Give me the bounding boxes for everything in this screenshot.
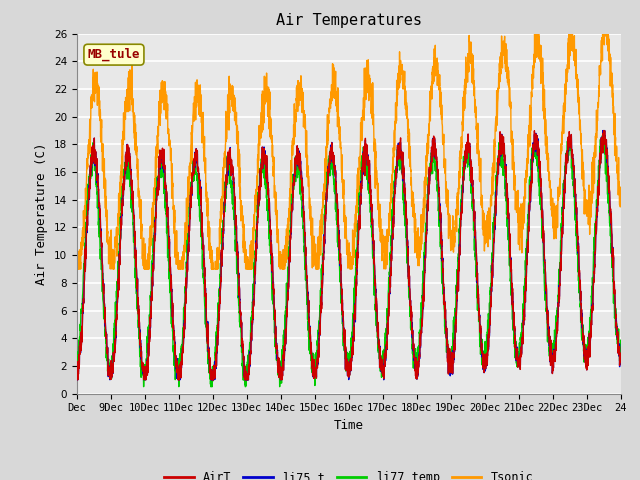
X-axis label: Time: Time <box>334 419 364 432</box>
Legend: AirT, li75_t, li77_temp, Tsonic: AirT, li75_t, li77_temp, Tsonic <box>159 466 538 480</box>
Y-axis label: Air Temperature (C): Air Temperature (C) <box>35 143 48 285</box>
Text: MB_tule: MB_tule <box>88 48 140 61</box>
Title: Air Temperatures: Air Temperatures <box>276 13 422 28</box>
